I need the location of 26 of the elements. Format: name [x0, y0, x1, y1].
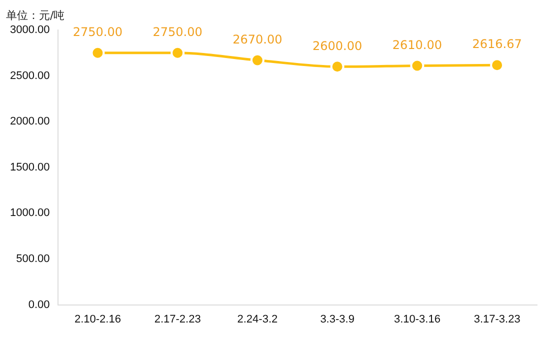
data-label: 2610.00: [392, 38, 442, 52]
y-tick-label: 0.00: [28, 298, 50, 311]
point: [250, 53, 264, 68]
point: [170, 46, 185, 60]
data-label: 2750.00: [152, 25, 202, 40]
data-label: 2616.67: [472, 37, 522, 52]
y-tick-label: 2000.00: [10, 116, 50, 128]
x-tick-label: 3.3-3.9: [320, 313, 354, 326]
x-tick-label: 2.24-3.2: [237, 313, 278, 326]
point: [330, 60, 344, 74]
y-tick-label: 500.00: [16, 253, 50, 266]
data-label: 2600.00: [312, 38, 362, 53]
y-tick-label: 1000.00: [10, 207, 50, 220]
x-tick-label: 3.17-3.23: [474, 313, 520, 326]
data-label: 2750.00: [72, 25, 123, 40]
x-tick-label: 2.10-2.16: [74, 313, 121, 326]
y-axis-title: 单位：元/吨: [6, 8, 65, 23]
point: [410, 58, 424, 73]
y-tick-label: 2500.00: [10, 70, 50, 82]
x-tick-label: 3.10-3.16: [394, 313, 440, 326]
x-tick-label: 2.17-2.23: [154, 313, 201, 326]
y-tick-label: 3000.00: [10, 24, 50, 36]
y-tick-label: 1500.00: [10, 161, 50, 174]
data-label: 2670.00: [232, 32, 282, 46]
point: [90, 46, 105, 60]
point: [490, 58, 504, 72]
